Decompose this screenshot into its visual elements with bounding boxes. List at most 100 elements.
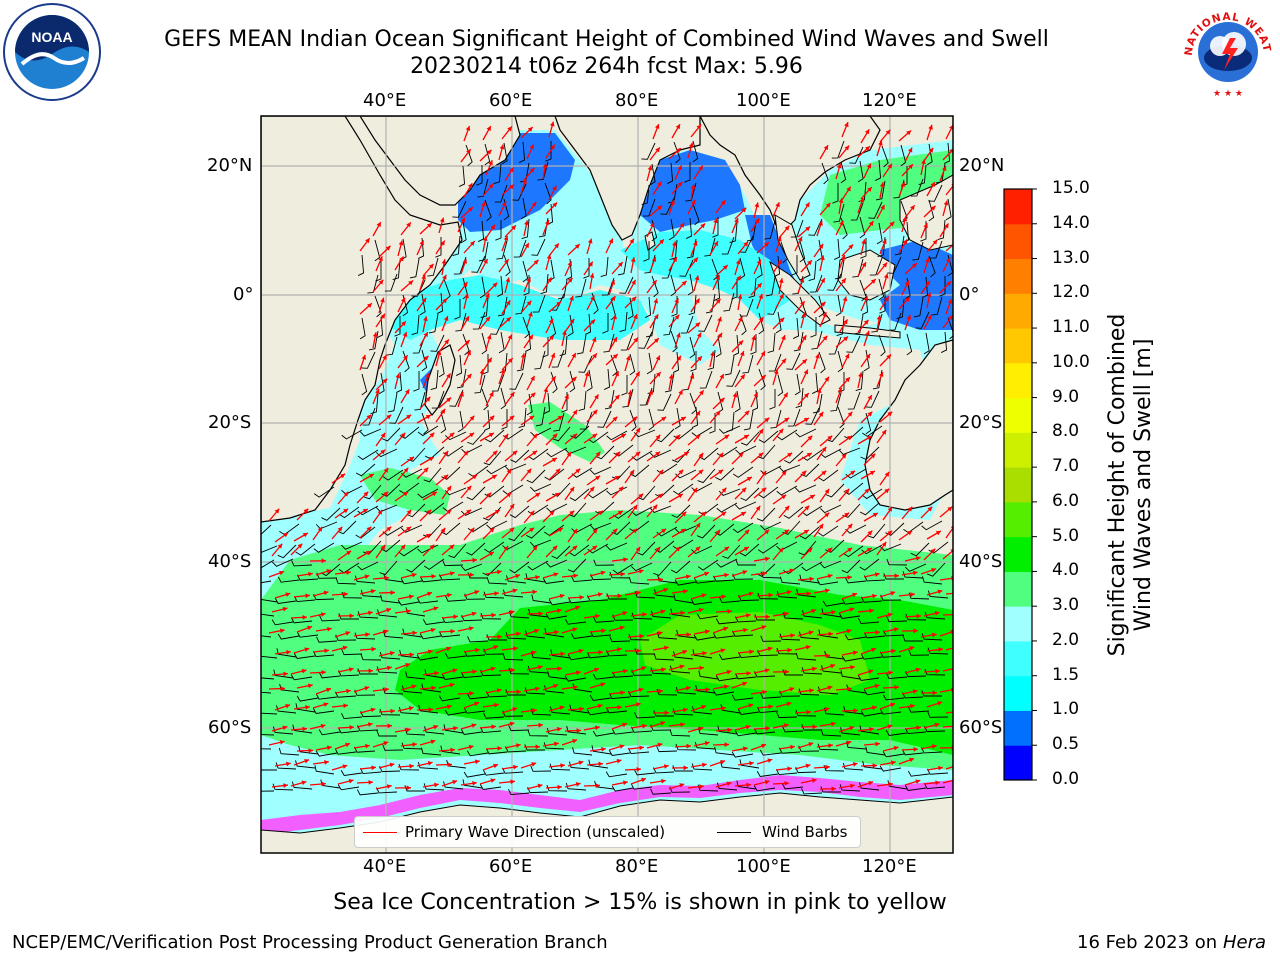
- wave-direction-arrowhead: [403, 355, 408, 361]
- wind-barb: [602, 313, 609, 334]
- wave-direction-arrowhead: [786, 590, 792, 595]
- wave-direction-arrowhead: [861, 239, 866, 245]
- wind-barb: [928, 184, 943, 202]
- wave-direction-arrowhead: [910, 703, 915, 709]
- wave-direction-arrowhead: [492, 282, 498, 288]
- wind-barb: [359, 317, 366, 340]
- colorbar-title: Significant Height of Combined Wind Wave…: [1105, 314, 1157, 657]
- wind-barb: [860, 653, 883, 660]
- wind-barb: [359, 428, 382, 437]
- wind-barb: [417, 488, 439, 499]
- wave-direction-arrowhead: [828, 631, 833, 637]
- wave-direction-arrowhead: [324, 760, 329, 765]
- wave-direction-arrowhead: [327, 626, 332, 632]
- wind-barb: [843, 705, 864, 715]
- wave-direction-arrowhead: [931, 744, 937, 749]
- wave-direction-arrowhead: [591, 337, 597, 343]
- wave-direction-arrowhead: [890, 591, 896, 596]
- wave-direction-arrowhead: [647, 165, 653, 171]
- wind-barb: [275, 762, 297, 770]
- wind-barb: [860, 710, 883, 717]
- wave-direction-arrowhead: [488, 183, 494, 189]
- wave-direction-arrow: [942, 725, 953, 728]
- wave-direction-arrowhead: [944, 223, 949, 229]
- wind-barb: [316, 636, 338, 643]
- wave-direction-arrowhead: [909, 757, 915, 763]
- wind-barb: [592, 730, 615, 737]
- wind-barb: [753, 785, 776, 792]
- wind-barb: [384, 273, 398, 292]
- wind-barb: [715, 335, 722, 358]
- wave-direction-arrowhead: [510, 667, 515, 673]
- wind-barb: [777, 374, 784, 397]
- wind-barb: [840, 670, 861, 680]
- wind-barb: [387, 392, 398, 413]
- wind-barb: [261, 545, 278, 553]
- wave-direction-arrowhead: [526, 277, 531, 283]
- wave-direction-arrowhead: [913, 628, 918, 634]
- bay-cyan-band: [620, 230, 790, 320]
- wave-direction-arrowhead: [784, 611, 789, 617]
- wave-direction-arrowhead: [562, 330, 567, 336]
- wave-direction-arrowhead: [736, 275, 741, 281]
- wave-direction-arrowhead: [790, 744, 795, 750]
- wind-barb: [576, 334, 587, 355]
- wave-direction-arrowhead: [954, 666, 959, 671]
- wave-direction-arrowhead: [753, 392, 758, 398]
- wind-barb: [452, 235, 461, 257]
- wind-barb: [399, 649, 420, 659]
- wind-barb: [612, 671, 634, 678]
- wind-barb: [831, 140, 845, 159]
- wave-direction-arrowhead: [305, 593, 310, 599]
- wave-direction-arrowhead: [429, 544, 435, 550]
- wave-direction-arrowhead: [371, 646, 376, 652]
- wave-direction-arrowhead: [496, 688, 502, 693]
- wave-direction-arrowhead: [639, 633, 644, 639]
- wind-barb: [833, 238, 841, 260]
- wave-direction-arrowhead: [852, 592, 858, 598]
- wind-barb: [550, 649, 571, 659]
- wave-direction-arrow: [945, 647, 953, 651]
- wave-direction-arrowhead: [551, 458, 557, 463]
- wave-direction-arrowhead: [947, 506, 953, 512]
- wave-direction-arrowhead: [595, 783, 600, 788]
- wind-barb: [277, 633, 300, 640]
- colorbar-tick-label: 10.0: [1052, 351, 1090, 372]
- wave-direction-arrowhead: [748, 591, 754, 597]
- wave-direction-arrowhead: [746, 670, 751, 676]
- wave-direction-arrowhead: [783, 723, 789, 728]
- wind-barb: [649, 449, 672, 458]
- wave-direction-arrowhead: [537, 783, 543, 789]
- wave-direction-arrowhead: [579, 594, 584, 600]
- wave-direction-arrowhead: [446, 509, 452, 515]
- wave-direction-arrowhead: [866, 187, 872, 192]
- wind-barb: [631, 726, 653, 733]
- wave-direction-arrowhead: [715, 410, 721, 416]
- wind-barbs-legend-swatch: [717, 832, 751, 833]
- colorbar-title-line1: Significant Height of Combined: [1105, 313, 1130, 657]
- wave-direction-arrowhead: [488, 160, 493, 166]
- wave-direction-arrowhead: [552, 185, 557, 191]
- wind-barb: [712, 217, 719, 238]
- wave-direction-arrowhead: [697, 356, 702, 362]
- wave-direction-arrowhead: [663, 587, 669, 593]
- wind-barb: [398, 706, 420, 715]
- wave-direction-arrowhead: [423, 316, 428, 322]
- wind-barb: [589, 522, 612, 530]
- wind-barb: [732, 334, 740, 356]
- wave-direction-arrowhead: [620, 690, 625, 696]
- wave-direction-arrowhead: [853, 708, 858, 713]
- wind-barb: [834, 259, 845, 280]
- colorbar-segment: [1004, 640, 1032, 677]
- wave-direction-arrowhead: [578, 760, 584, 766]
- wind-barb: [869, 257, 883, 276]
- wave-direction-arrowhead: [485, 293, 490, 299]
- wind-barb: [313, 650, 335, 658]
- wind-barb: [699, 370, 713, 389]
- wind-barb: [508, 788, 530, 796]
- wave-direction-arrowhead: [552, 433, 558, 439]
- wave-direction-arrowhead: [704, 629, 710, 635]
- wind-barb: [718, 488, 741, 496]
- wave-direction-arrowhead: [572, 738, 578, 744]
- wave-direction-arrowhead: [515, 743, 521, 748]
